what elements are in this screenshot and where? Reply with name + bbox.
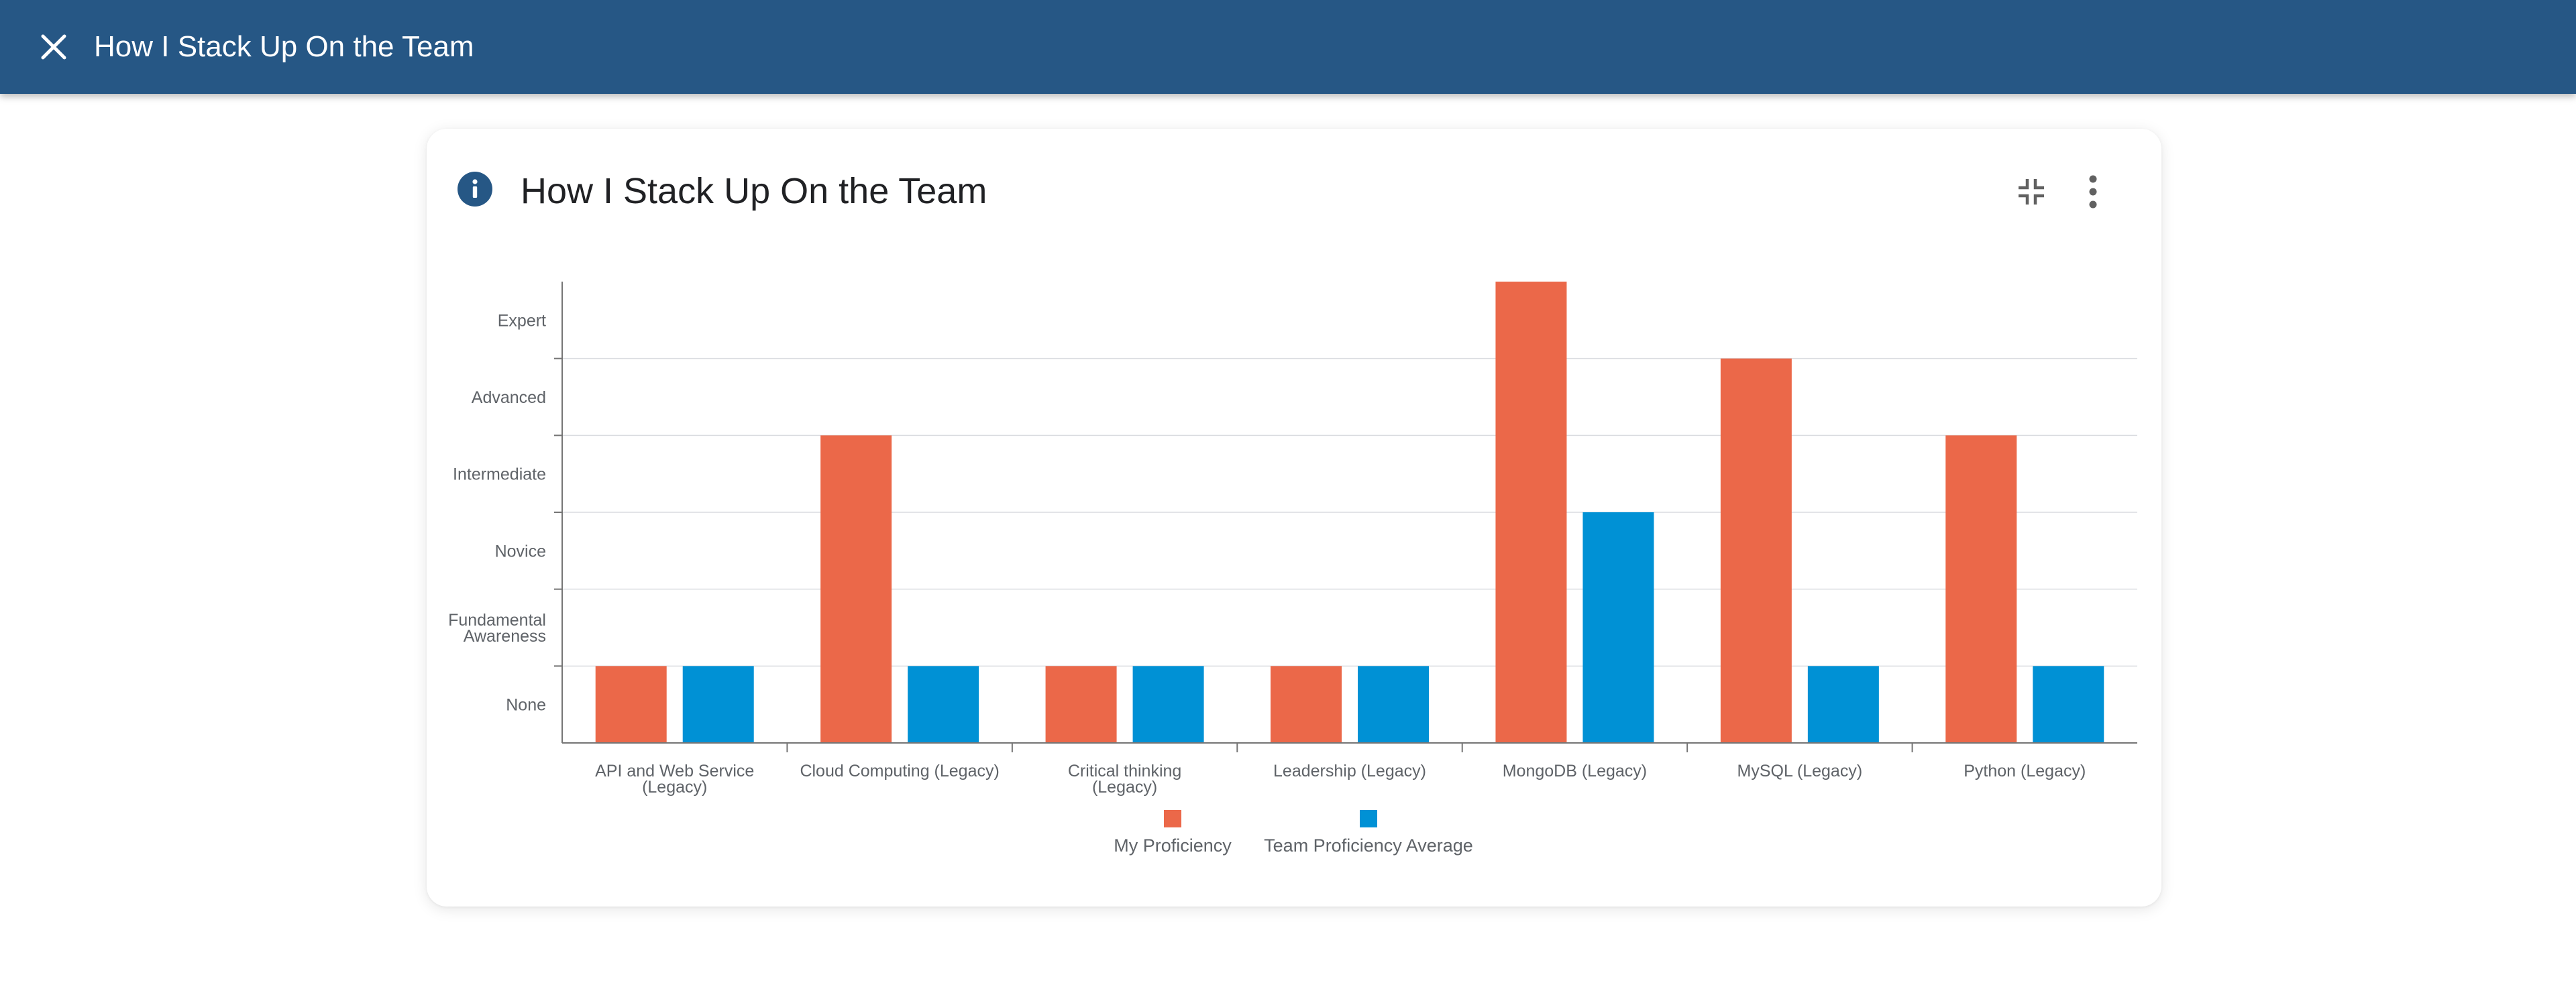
y-tick-label: Novice [495, 542, 546, 561]
bar-team-average[interactable] [1807, 666, 1879, 743]
bar-team-average[interactable] [682, 666, 754, 743]
x-tick-label: Leadership (Legacy) [1273, 762, 1426, 780]
x-tick-label: MySQL (Legacy) [1737, 762, 1863, 780]
x-tick-label: Python (Legacy) [1964, 762, 2086, 780]
chart-card: How I Stack Up On the Team None Fundament… [427, 129, 2161, 907]
bar-team-average[interactable] [1582, 512, 1654, 743]
card-title: How I Stack Up On the Team [521, 171, 987, 211]
x-tick-label: Cloud Computing (Legacy) [800, 762, 999, 780]
x-tick-label: Critical thinking (Legacy) [1068, 762, 1182, 797]
info-icon[interactable] [458, 172, 492, 207]
bar-my-proficiency[interactable] [1045, 666, 1117, 743]
legend-label[interactable]: My Proficiency [1114, 835, 1232, 856]
legend-label[interactable]: Team Proficiency Average [1264, 835, 1473, 856]
bar-my-proficiency[interactable] [1271, 666, 1342, 743]
bar-team-average[interactable] [1358, 666, 1429, 743]
collapse-icon[interactable] [2017, 177, 2046, 207]
bar-team-average[interactable] [2033, 666, 2104, 743]
proficiency-bar-chart: None Fundamental Awareness Novice Intermedia… [448, 282, 2137, 856]
bar-team-average[interactable] [908, 666, 979, 743]
legend-swatch[interactable] [1360, 810, 1377, 827]
legend-swatch[interactable] [1164, 810, 1181, 827]
bar-my-proficiency[interactable] [1720, 358, 1792, 743]
close-icon[interactable] [38, 31, 70, 63]
y-tick-label: None [506, 696, 546, 715]
bar-my-proficiency[interactable] [1945, 435, 2017, 743]
bar-my-proficiency[interactable] [820, 435, 892, 743]
bar-team-average[interactable] [1132, 666, 1204, 743]
x-tick-label: MongoDB (Legacy) [1503, 762, 1647, 780]
y-tick-label: Expert [498, 311, 546, 330]
page-title: How I Stack Up On the Team [94, 30, 474, 63]
y-tick-label: Advanced [472, 388, 546, 407]
bar-my-proficiency[interactable] [595, 666, 667, 743]
y-tick-label: Fundamental Awareness [448, 611, 546, 646]
more-vertical-icon[interactable] [2085, 174, 2101, 209]
x-tick-label: API and Web Service (Legacy) [595, 762, 754, 797]
y-tick-label: Intermediate [453, 465, 546, 484]
app-header: How I Stack Up On the Team [0, 0, 2576, 94]
bar-my-proficiency[interactable] [1495, 282, 1567, 743]
